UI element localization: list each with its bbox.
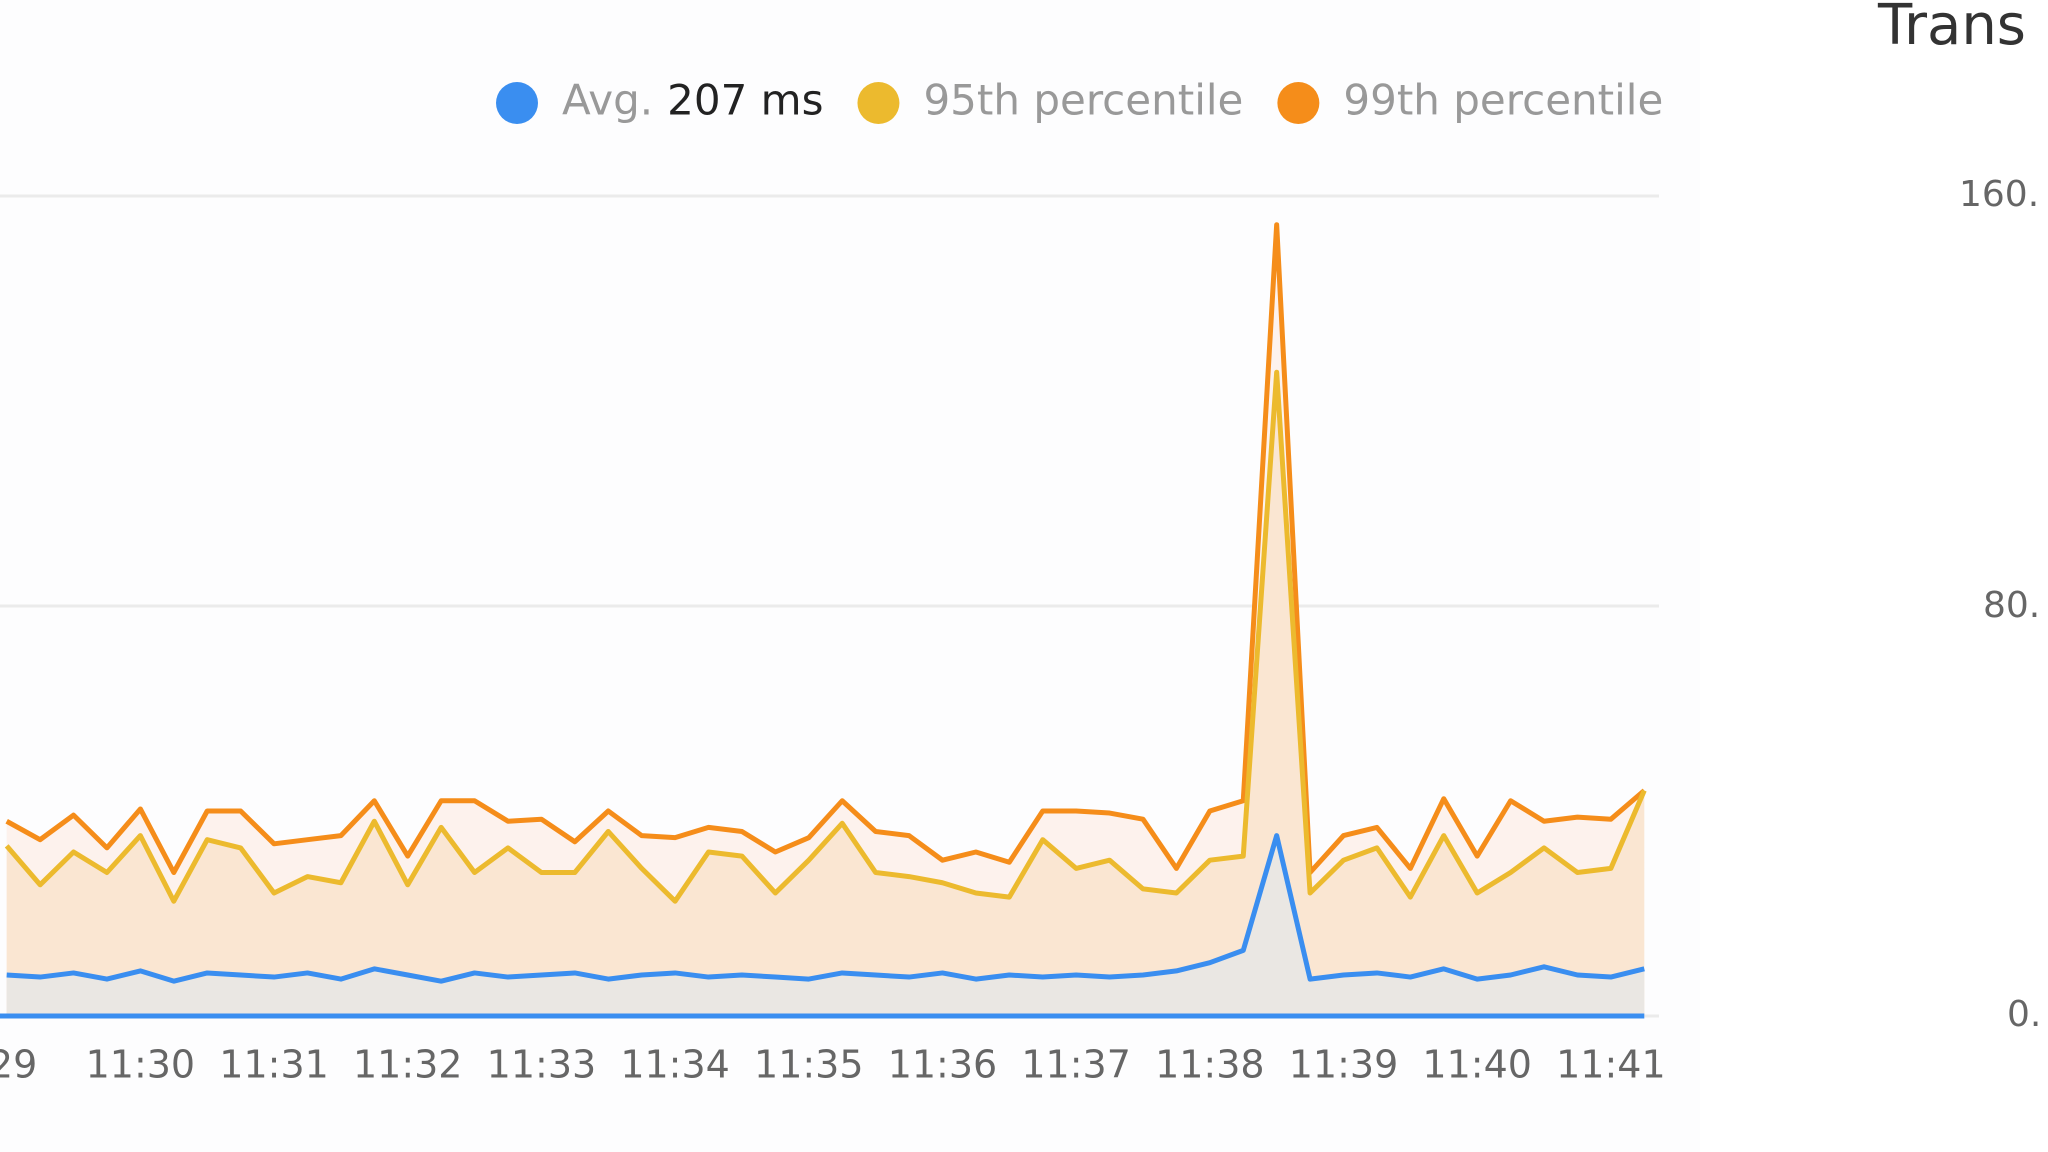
- legend-label: 99th percentile: [1343, 76, 1663, 125]
- series-line: [5, 222, 1646, 875]
- x-tick-label: 11:36: [888, 1043, 998, 1087]
- x-tick-label: 11:39: [1289, 1043, 1399, 1087]
- series-area: [6, 835, 1645, 1016]
- legend-label: 95th percentile: [923, 76, 1243, 125]
- series-area: [6, 224, 1645, 1016]
- legend-marker: [1277, 82, 1320, 124]
- x-tick-label: 11:35: [754, 1043, 864, 1087]
- x-tick-label: :29: [0, 1043, 37, 1087]
- x-tick-label: 11:41: [1556, 1043, 1666, 1087]
- x-tick-label: 11:31: [219, 1043, 329, 1087]
- legend-value: 207 ms: [667, 76, 823, 125]
- legend-label: Avg.: [562, 76, 653, 125]
- x-tick-label: 11:34: [620, 1043, 730, 1087]
- x-tick-label: 11:40: [1422, 1043, 1532, 1087]
- series-area: [6, 372, 1645, 1016]
- legend-marker: [857, 82, 900, 124]
- series-line: [4, 369, 1647, 904]
- y-tick-label: 0.: [2007, 994, 2041, 1035]
- panel-title: Trans: [1877, 0, 2026, 58]
- y-tick-label: 80.: [1983, 585, 2040, 626]
- legend: Avg. 207 ms 95th percentile 99th percentile: [496, 76, 1663, 125]
- x-tick-label: 11:30: [86, 1043, 196, 1087]
- x-tick-label: 11:32: [353, 1043, 463, 1087]
- y-tick-label: 160.: [1959, 174, 2039, 215]
- x-tick-label: 11:38: [1155, 1043, 1265, 1087]
- x-tick-label: 11:37: [1021, 1043, 1131, 1087]
- series-line: [6, 833, 1645, 984]
- x-tick-label: 11:33: [487, 1043, 597, 1087]
- legend-marker: [496, 82, 538, 124]
